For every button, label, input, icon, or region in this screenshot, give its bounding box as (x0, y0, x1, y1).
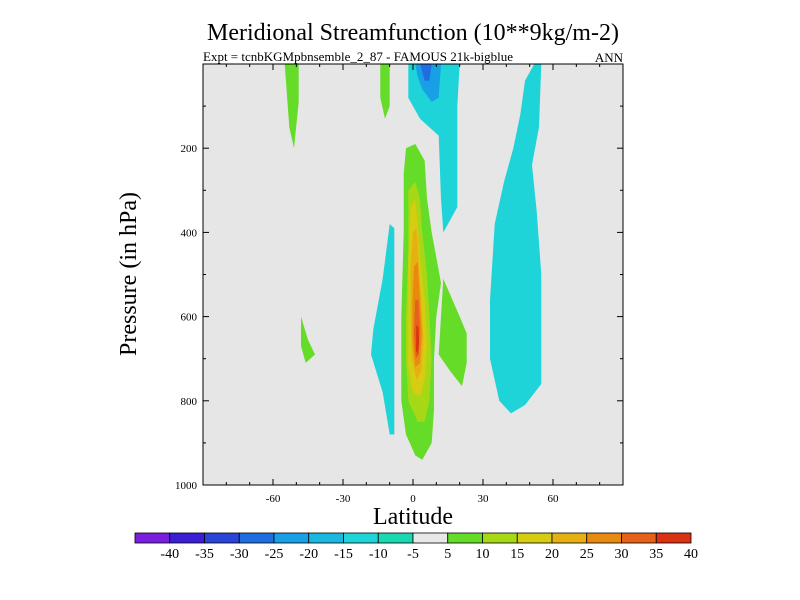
colorbar-swatch (447, 532, 483, 544)
colorbar-label: -10 (369, 547, 388, 562)
y-tick-label: 400 (181, 227, 198, 239)
contour-layer (284, 64, 542, 460)
x-tick-label: -30 (336, 493, 351, 505)
colorbar-swatch (655, 532, 692, 544)
contour-sh-subtrop-neg (371, 224, 395, 435)
colorbar-swatch (551, 532, 588, 544)
contour-upper-trop-neg-inner (415, 64, 441, 102)
colorbar-label: -40 (160, 547, 179, 562)
colorbar-label: 25 (580, 547, 594, 562)
colorbar-label: 5 (444, 547, 451, 562)
contour-nh-subtrop-pos (438, 278, 467, 387)
y-axis-label: Pressure (in hPa) (116, 192, 142, 356)
y-tick-label: 600 (181, 312, 198, 324)
y-tick-label: 200 (181, 143, 198, 155)
period-label: ANN (595, 50, 624, 65)
colorbar-swatch (169, 532, 205, 544)
colorbar-label: 35 (649, 547, 663, 562)
colorbar-label: 20 (545, 547, 559, 562)
colorbar-label: -15 (334, 547, 353, 562)
contour-upper-trop-neg-core (420, 64, 432, 81)
y-tick-label: 800 (181, 396, 198, 408)
colorbar-label: 40 (684, 547, 698, 562)
colorbar-swatch (482, 532, 518, 544)
colorbar-label: 30 (615, 547, 629, 562)
x-tick-label: 0 (410, 493, 416, 505)
colorbar-swatch (412, 532, 449, 544)
colorbar-label: -30 (230, 547, 249, 562)
colorbar-swatch (273, 532, 310, 544)
colorbar-swatch (308, 532, 344, 544)
colorbar-swatch (134, 532, 171, 544)
x-axis-label: Latitude (373, 504, 453, 530)
colorbar-swatch (204, 532, 240, 544)
x-axis: -60 -30 0 30 60 (225, 64, 601, 505)
chart-subtitle: Expt = tcnbKGMpbnsemble_2_87 - FAMOUS 21… (203, 49, 513, 64)
colorbar-swatch (516, 532, 553, 544)
colorbar-label: -5 (407, 547, 419, 562)
colorbar-swatch (621, 532, 657, 544)
x-tick-label: 30 (478, 493, 490, 505)
colorbar-label: 10 (476, 547, 490, 562)
contour-upper-trop-neg-outer (408, 64, 460, 233)
colorbar-swatch (377, 532, 414, 544)
contour-trop-pos-40 (416, 325, 420, 355)
contour-nh-midlat-neg (490, 64, 542, 414)
colorbar-label: -20 (299, 547, 318, 562)
contour-upper-left-pos (284, 64, 299, 149)
chart-title: Meridional Streamfunction (10**9kg/m-2) (207, 20, 619, 46)
y-axis: 200 400 600 800 1000 (175, 105, 623, 492)
contour-upper-mid-pos (380, 64, 390, 119)
colorbar-label: 15 (510, 547, 524, 562)
colorbar-swatch (343, 532, 379, 544)
y-tick-label: 1000 (175, 480, 198, 492)
x-tick-label: -60 (266, 493, 281, 505)
colorbar-swatch (238, 532, 275, 544)
colorbar-label: -25 (265, 547, 284, 562)
colorbar: -40 -35 -30 -25 -20 -15 -10 -5 5 10 15 20 25 30 35 40 (134, 532, 698, 562)
colorbar-label: -35 (195, 547, 214, 562)
contour-sh-midlat-pos (301, 316, 315, 363)
x-tick-label: 60 (548, 493, 560, 505)
colorbar-swatch (586, 532, 622, 544)
